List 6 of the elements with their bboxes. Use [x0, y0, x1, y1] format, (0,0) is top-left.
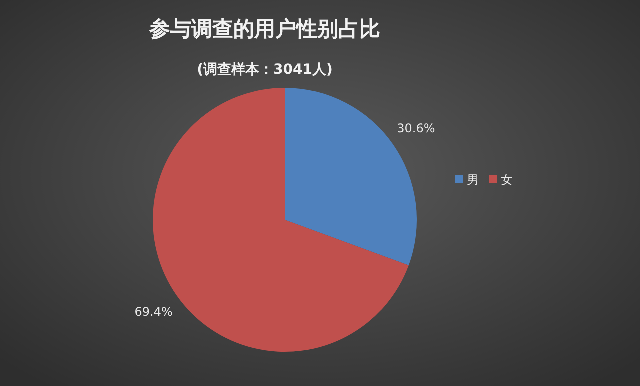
data-label: 30.6%: [397, 122, 436, 136]
legend-label: 女: [501, 173, 513, 188]
legend-label: 男: [467, 173, 479, 188]
chart-title: 参与调查的用户性别占比: [148, 17, 380, 41]
chart-subtitle: (调查样本：3041人): [197, 62, 333, 78]
data-label: 69.4%: [134, 304, 173, 319]
